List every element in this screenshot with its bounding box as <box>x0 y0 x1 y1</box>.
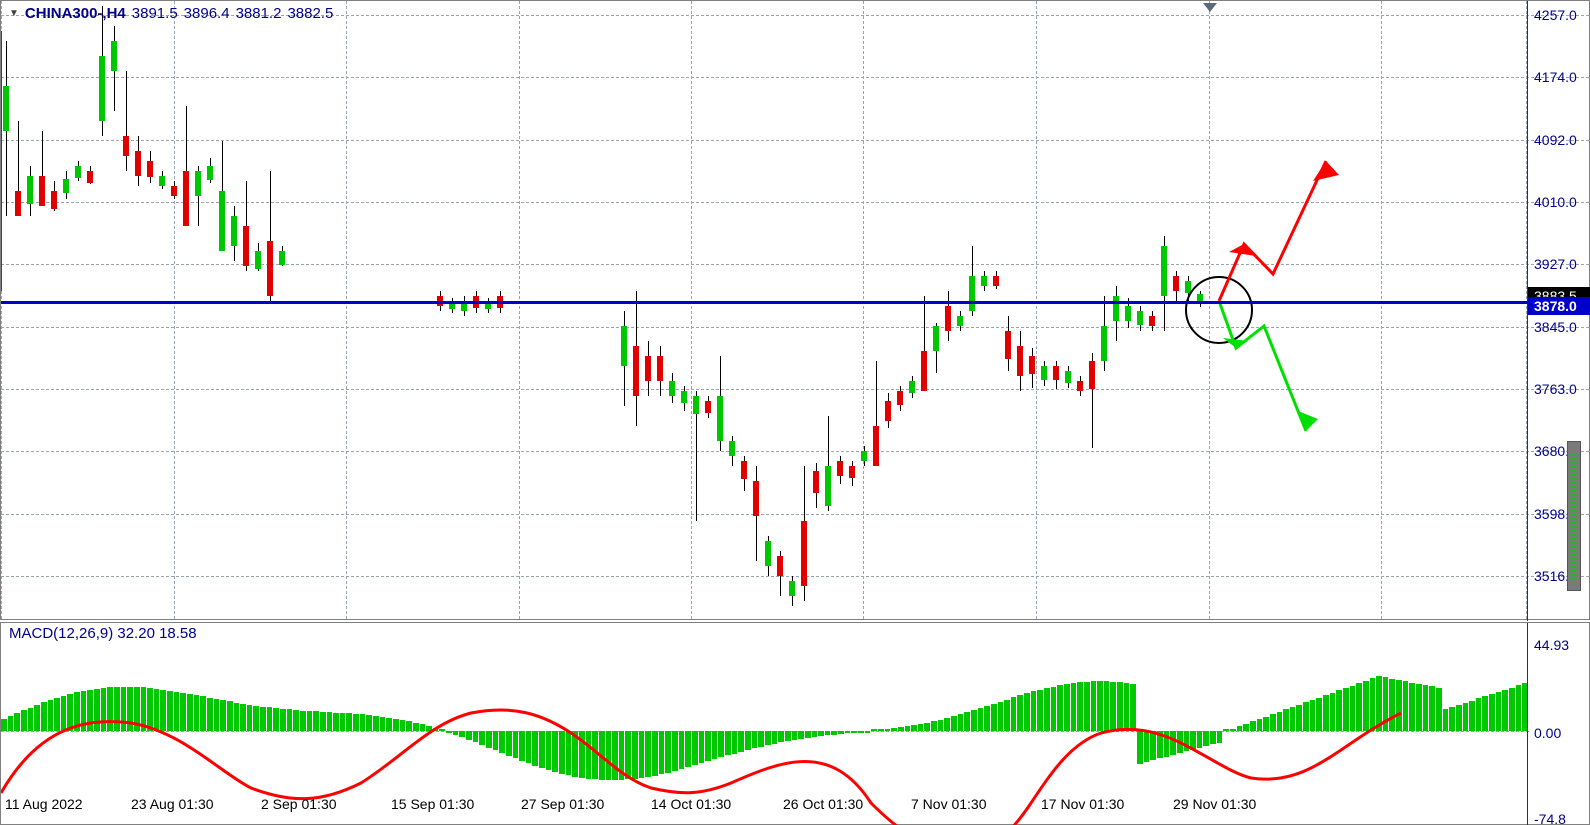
price-tick-3: 4010.0 <box>1534 194 1577 210</box>
date-label-9: 29 Nov 01:30 <box>1173 796 1256 812</box>
date-label-5: 14 Oct 01:30 <box>651 796 731 812</box>
price-tick-1: 4174.0 <box>1534 69 1577 85</box>
vertical-scrollbar-thumb[interactable] <box>1567 441 1581 591</box>
macd-tick-zero: 0.00 <box>1534 725 1561 741</box>
scrollbar-grip-icon <box>1570 452 1578 580</box>
date-label-1: 23 Aug 01:30 <box>131 796 214 812</box>
date-axis-bar[interactable]: 11 Aug 2022 23 Aug 01:30 2 Sep 01:30 15 … <box>0 788 1528 825</box>
current-price-tick[interactable]: 3878.0 <box>1528 297 1590 315</box>
reversal-zone-circle[interactable] <box>1185 276 1253 344</box>
price-tick-0: 4257.0 <box>1534 7 1577 23</box>
date-label-0: 11 Aug 2022 <box>5 796 83 812</box>
candlestick-plot-area[interactable] <box>1 1 1529 621</box>
price-chart-panel: ▼ CHINA300-,H4 3891.5 3896.4 3881.2 3882… <box>0 0 1590 620</box>
price-tick-6: 3763.0 <box>1534 381 1577 397</box>
macd-tick-low: -74.8 <box>1534 811 1566 825</box>
date-label-2: 2 Sep 01:30 <box>261 796 337 812</box>
support-resistance-line[interactable] <box>1 301 1529 304</box>
date-label-7: 7 Nov 01:30 <box>911 796 987 812</box>
price-tick-5: 3845.0 <box>1534 319 1577 335</box>
macd-title-label: MACD(12,26,9) 32.20 18.58 <box>9 625 197 642</box>
date-label-8: 17 Nov 01:30 <box>1041 796 1124 812</box>
price-tick-2: 4092.0 <box>1534 132 1577 148</box>
date-label-6: 26 Oct 01:30 <box>783 796 863 812</box>
price-tick-4: 3927.0 <box>1534 256 1577 272</box>
date-label-4: 27 Sep 01:30 <box>521 796 604 812</box>
trading-chart-window: ▼ CHINA300-,H4 3891.5 3896.4 3881.2 3882… <box>0 0 1590 825</box>
macd-tick-high: 44.93 <box>1534 637 1569 653</box>
date-label-3: 15 Sep 01:30 <box>391 796 474 812</box>
macd-axis[interactable]: 44.93 0.00 -74.8 <box>1527 623 1589 825</box>
